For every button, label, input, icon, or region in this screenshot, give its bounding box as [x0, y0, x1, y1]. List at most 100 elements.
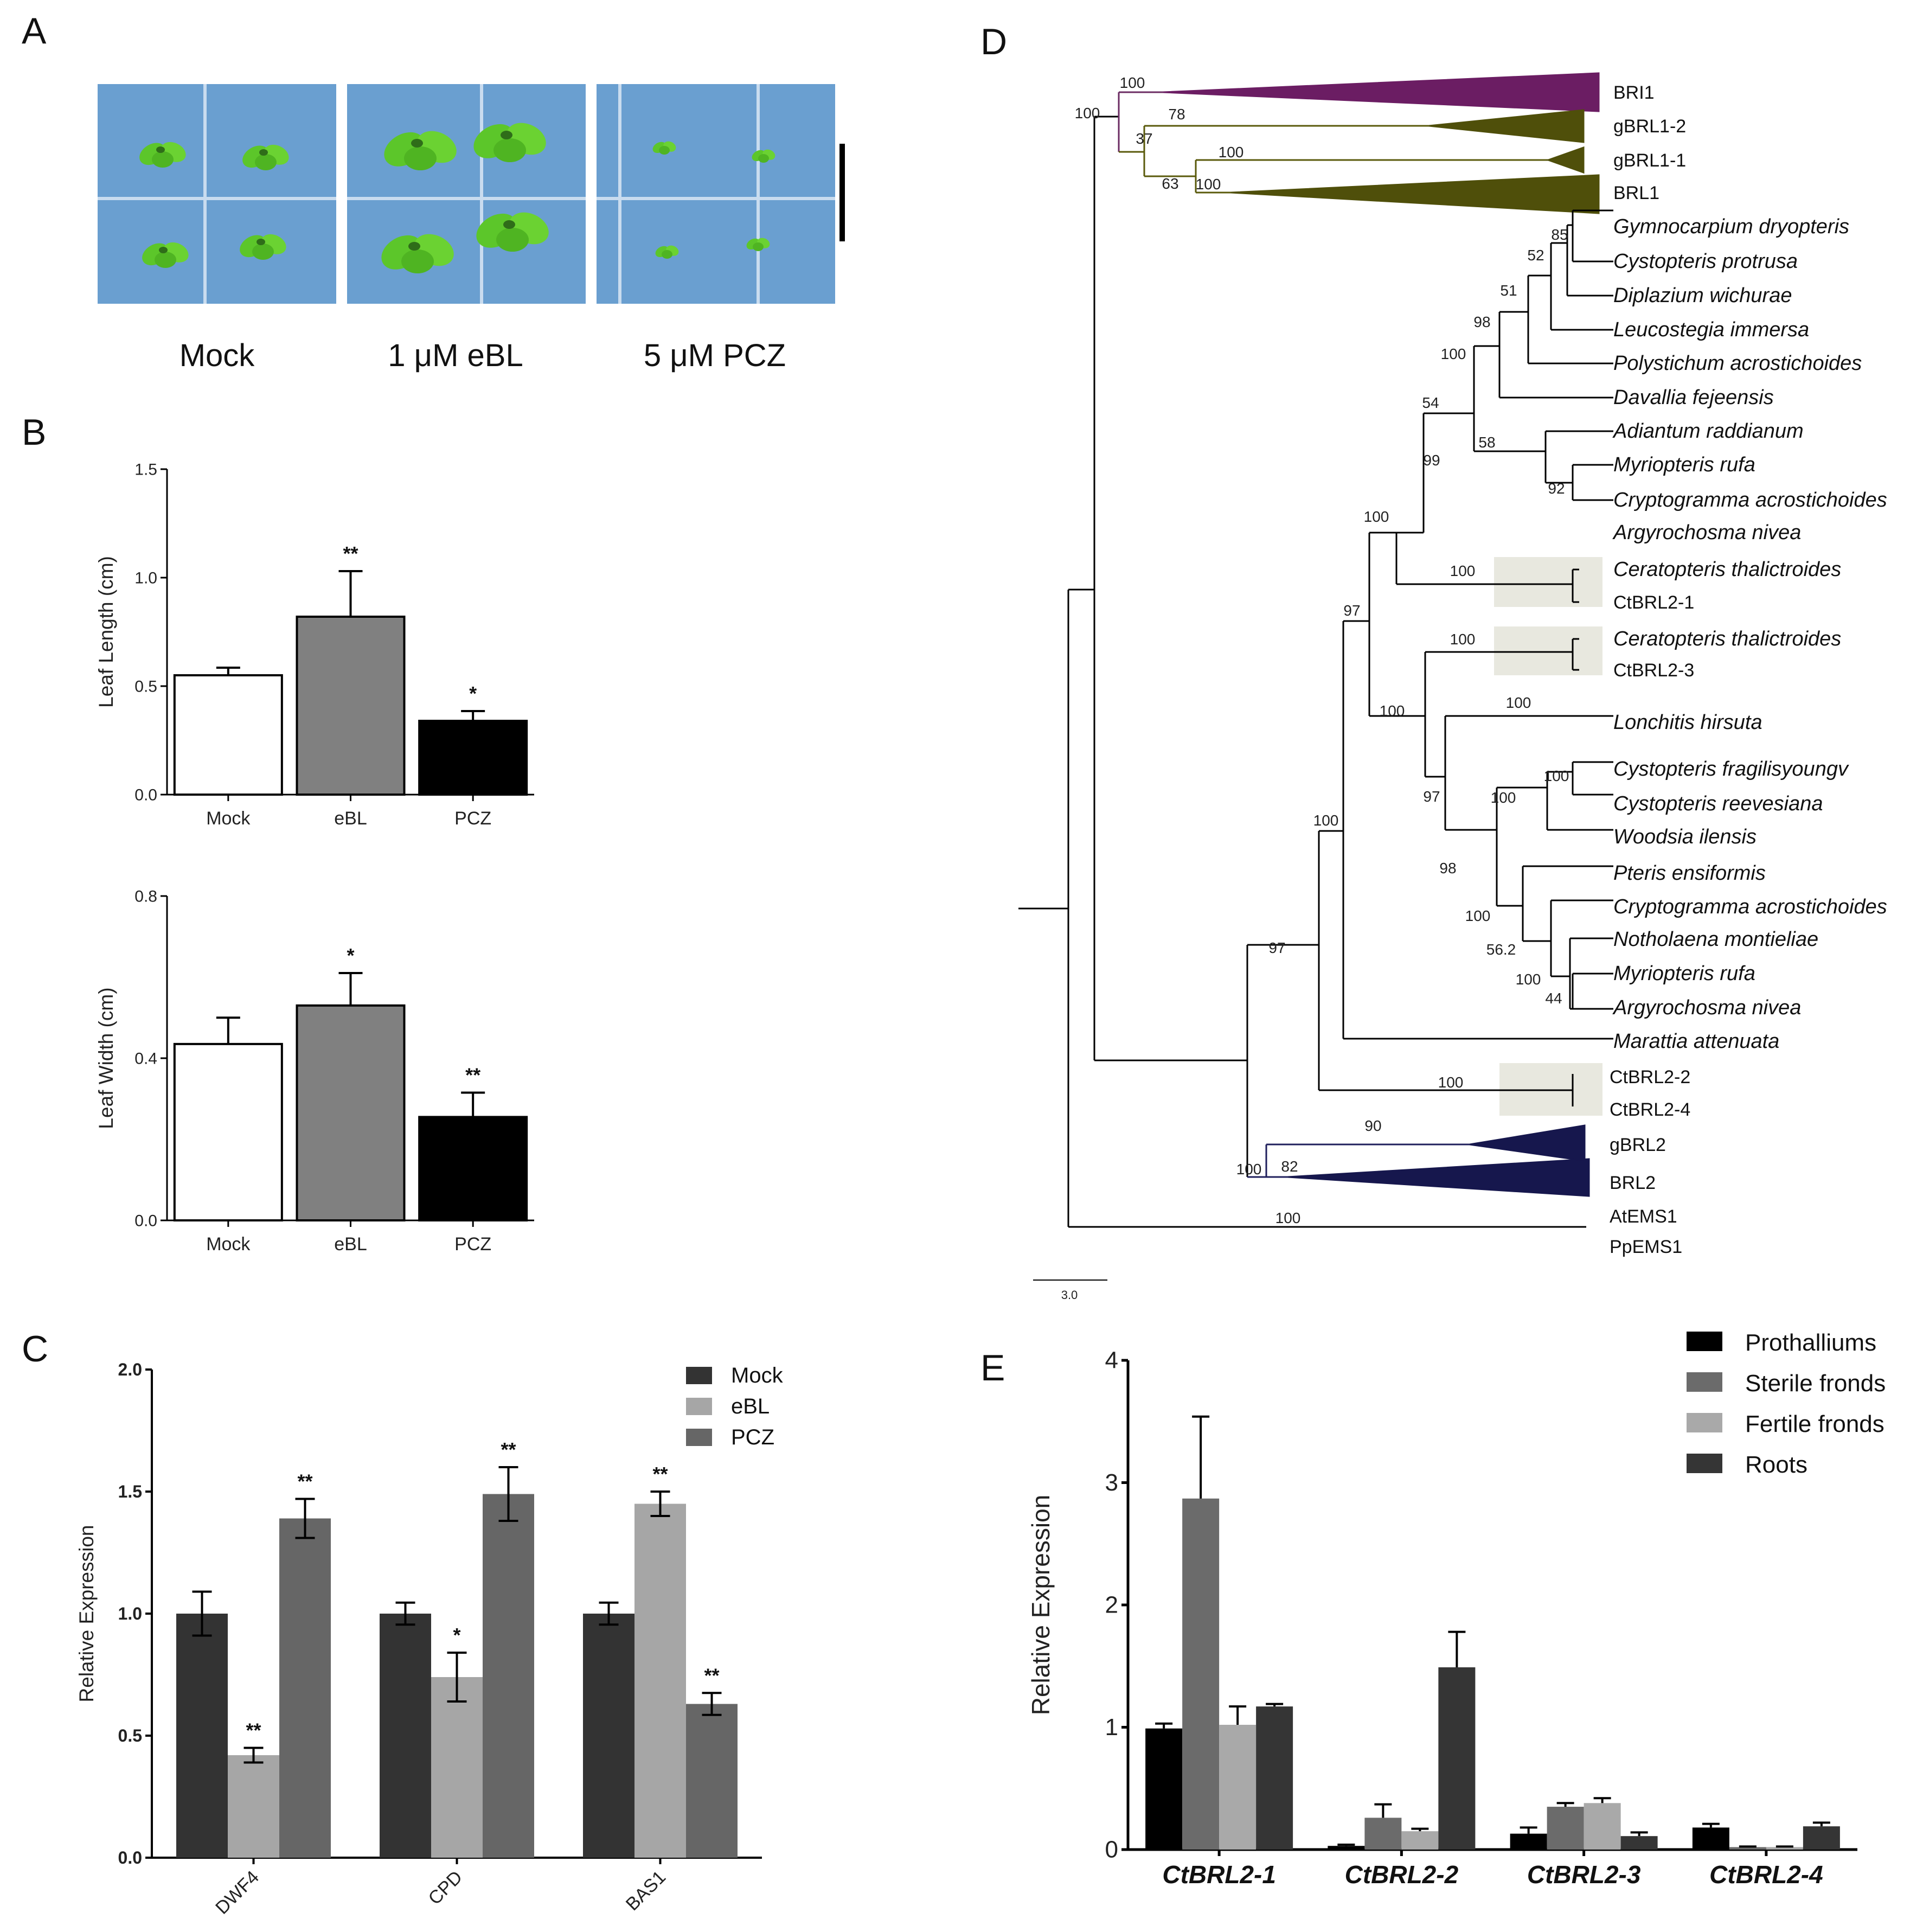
- legend-swatch: [686, 1429, 712, 1446]
- y-tick-label: 0.8: [134, 888, 157, 906]
- bootstrap-value: 100: [1275, 1210, 1301, 1226]
- x-category-label: Mock: [206, 808, 251, 829]
- y-tick-label: 0.0: [134, 786, 157, 804]
- bar: [1182, 1498, 1220, 1850]
- significance-label: **: [246, 1719, 261, 1742]
- significance-label: **: [465, 1064, 480, 1086]
- tree-taxon-label: CtBRL2-3: [1613, 660, 1694, 681]
- tree-taxon-label: Cryptogramma acrostichoides: [1613, 895, 1887, 918]
- bootstrap-value: 100: [1075, 105, 1100, 121]
- legend-label: Roots: [1745, 1451, 1807, 1478]
- legend-label: Fertile fronds: [1745, 1411, 1884, 1437]
- photo-label-pcz: 5 μM PCZ: [644, 338, 786, 373]
- y-axis-label: Leaf Length (cm): [95, 556, 117, 708]
- bar: [1401, 1831, 1439, 1850]
- tree-scale-label: 3.0: [1061, 1288, 1078, 1302]
- tree-taxon-label: gBRL2: [1610, 1135, 1666, 1155]
- bar: [1692, 1827, 1729, 1850]
- bootstrap-value: 100: [1364, 508, 1389, 525]
- tree-taxon-label: Adiantum raddianum: [1612, 420, 1804, 443]
- y-tick-label: 1: [1105, 1714, 1118, 1741]
- x-category-label: CtBRL2-1: [1162, 1860, 1276, 1889]
- tree-taxon-label: Gymnocarpium dryopteris: [1613, 215, 1849, 238]
- bar: [634, 1504, 686, 1858]
- tree-taxon-label: CtBRL2-4: [1610, 1099, 1690, 1120]
- tree-taxon-label: PpEMS1: [1610, 1237, 1682, 1257]
- bar: [380, 1614, 431, 1858]
- bar: [1328, 1846, 1365, 1850]
- bootstrap-value: 97: [1423, 788, 1440, 805]
- significance-label: **: [704, 1664, 719, 1686]
- photo-mock: [98, 84, 336, 304]
- bar: [1219, 1724, 1257, 1850]
- bar: [1584, 1803, 1621, 1850]
- y-tick-label: 0: [1105, 1837, 1118, 1863]
- legend-swatch: [686, 1367, 712, 1384]
- bar: [418, 1116, 528, 1221]
- bootstrap-value: 100: [1380, 702, 1405, 719]
- bar: [1438, 1667, 1476, 1850]
- y-axis-label: Relative Expression: [1027, 1495, 1055, 1716]
- y-tick-label: 1.0: [134, 570, 157, 587]
- significance-label: *: [453, 1624, 460, 1646]
- legend-label: PCZ: [731, 1425, 774, 1449]
- bootstrap-value: 97: [1268, 939, 1285, 956]
- y-tick-label: 1.0: [118, 1604, 142, 1623]
- bootstrap-value: 100: [1196, 176, 1221, 193]
- significance-label: **: [297, 1470, 312, 1493]
- tree-taxon-label: Woodsia ilensis: [1613, 826, 1757, 848]
- bar: [1766, 1847, 1803, 1850]
- x-category-label: eBL: [334, 1234, 367, 1255]
- bootstrap-value: 100: [1491, 789, 1516, 806]
- tree-taxon-label: Cryptogramma acrostichoides: [1613, 489, 1887, 511]
- bootstrap-value: 100: [1544, 767, 1569, 784]
- tree-taxon-label: Myriopteris rufa: [1613, 453, 1755, 476]
- y-tick-label: 1.5: [118, 1482, 142, 1501]
- bootstrap-value: 51: [1500, 282, 1517, 299]
- bootstrap-value: 58: [1478, 434, 1495, 451]
- y-tick-label: 0.5: [118, 1726, 142, 1745]
- tree-taxon-label: Ceratopteris thalictroides: [1613, 628, 1841, 650]
- phylogenetic-tree: [1018, 72, 1613, 1281]
- photo-label-mock: Mock: [180, 338, 255, 373]
- x-category-label: CtBRL2-4: [1709, 1860, 1823, 1889]
- bar: [1510, 1833, 1547, 1850]
- tree-taxon-label: Diplazium wichurae: [1613, 284, 1792, 307]
- legend-swatch: [1687, 1413, 1722, 1432]
- bar: [296, 616, 406, 796]
- bootstrap-value: 100: [1516, 971, 1541, 988]
- tree-taxon-label: Cystopteris fragilisyoungv: [1613, 758, 1849, 781]
- tree-labels: BRI1 gBRL1-2 gBRL1-1 BRL1 Gymnocarpium dryop…: [1610, 82, 1887, 1257]
- tree-taxon-label: Argyrochosma nivea: [1612, 996, 1801, 1019]
- tree-taxon-label: Cystopteris reevesiana: [1613, 792, 1823, 815]
- bar: [583, 1614, 634, 1858]
- bar: [228, 1755, 279, 1858]
- panel-letter-b: B: [22, 412, 46, 453]
- bar: [686, 1704, 738, 1858]
- bootstrap-value: 100: [1465, 907, 1491, 924]
- bootstrap-value: 82: [1281, 1158, 1298, 1175]
- y-tick-label: 4: [1105, 1347, 1118, 1374]
- x-category-label: CPD: [425, 1867, 467, 1909]
- tree-taxon-label: Lonchitis hirsuta: [1613, 711, 1762, 734]
- bootstrap-value: 100: [1506, 694, 1531, 711]
- bootstrap-value: 52: [1527, 247, 1544, 264]
- bootstrap-value: 90: [1364, 1117, 1381, 1134]
- legend-swatch: [1687, 1332, 1722, 1351]
- x-category-label: PCZ: [454, 1234, 491, 1255]
- tree-taxon-label: Notholaena montieliae: [1613, 928, 1818, 951]
- bootstrap-value: 100: [1450, 631, 1476, 648]
- tree-taxon-label: gBRL1-2: [1613, 116, 1686, 137]
- y-tick-label: 0.0: [134, 1212, 157, 1230]
- bootstrap-value: 78: [1168, 106, 1185, 123]
- tree-taxon-label: Pteris ensiformis: [1613, 862, 1766, 885]
- tree-taxon-label: gBRL1-1: [1613, 150, 1686, 171]
- y-tick-label: 2.0: [118, 1360, 142, 1379]
- x-category-label: BAS1: [622, 1867, 670, 1915]
- bootstrap-value: 100: [1438, 1074, 1464, 1091]
- bar: [1620, 1836, 1658, 1850]
- bar: [176, 1614, 228, 1858]
- x-category-label: PCZ: [454, 808, 491, 829]
- tree-taxon-label: Davallia fejeensis: [1613, 386, 1774, 409]
